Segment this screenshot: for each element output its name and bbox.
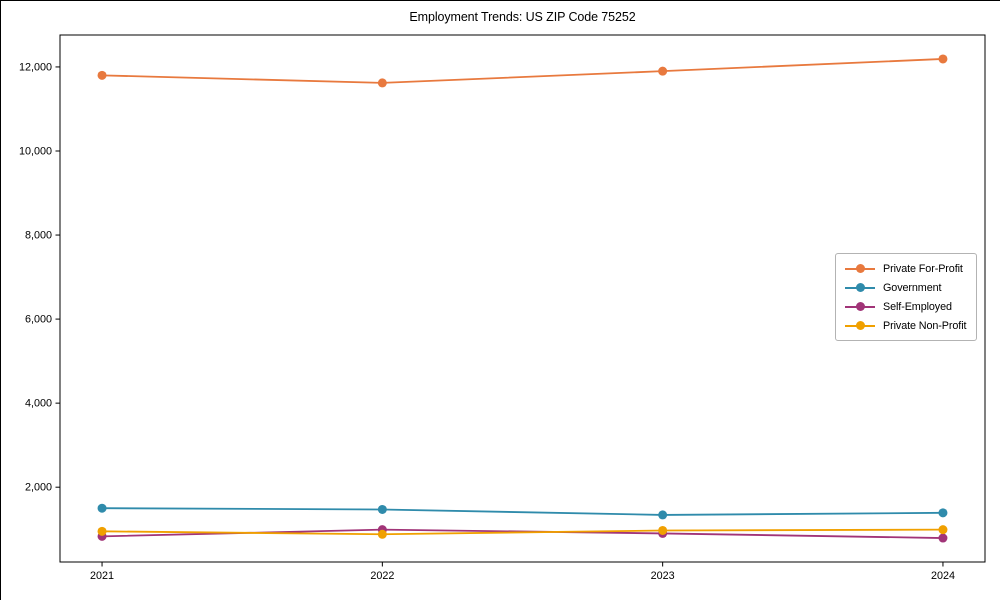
y-tick-label: 4,000 [25,398,52,410]
series-line-3 [102,528,943,536]
data-point [938,525,948,535]
legend-item-government: Government [845,278,968,297]
chart-title: Employment Trends: US ZIP Code 75252 [409,10,636,24]
legend-item-self-employed: Self-Employed [845,297,968,316]
data-point [377,529,387,539]
window-edge-top [0,0,1000,1]
legend: Private For-Profit Government Self-Emplo… [835,253,977,341]
data-point [938,54,948,64]
data-point [377,504,387,514]
y-tick-label: 10,000 [19,145,52,157]
x-tick-label: 2024 [931,570,955,582]
axes-frame [59,34,986,563]
y-tick-label: 6,000 [25,314,52,326]
data-point [938,533,948,543]
y-tick-label: 8,000 [25,230,52,242]
legend-marker-line-icon [845,264,875,274]
data-point [97,503,107,513]
x-tick-label: 2023 [651,570,675,582]
legend-marker-line-icon [845,302,875,312]
y-tick-label: 2,000 [25,482,52,494]
legend-item-private-non-profit: Private Non-Profit [845,316,968,335]
legend-item-private-for-profit: Private For-Profit [845,259,968,278]
x-tick-label: 2021 [90,570,114,582]
x-tick-label: 2022 [370,570,394,582]
data-point [377,78,387,88]
data-point [938,508,948,518]
data-point [97,70,107,80]
series-line-1 [102,507,943,516]
legend-label: Private For-Profit [883,262,963,275]
legend-marker-line-icon [845,283,875,293]
legend-label: Private Non-Profit [883,319,967,332]
y-tick-label: 12,000 [19,61,52,73]
data-point [658,510,668,520]
series-line-0 [102,58,943,84]
data-point [658,66,668,76]
window-edge-left [0,0,1,600]
data-point [97,526,107,536]
legend-label: Government [883,281,942,294]
data-point [658,525,668,535]
legend-marker-line-icon [845,321,875,331]
legend-label: Self-Employed [883,300,952,313]
